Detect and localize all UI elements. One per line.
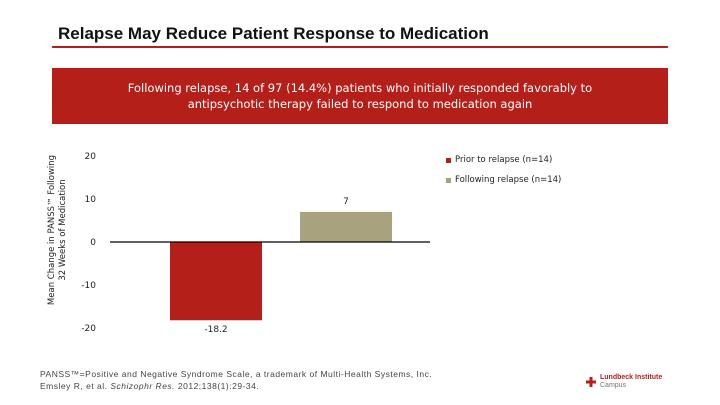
logo-sub: Campus	[600, 382, 627, 389]
y-tick-label: -10	[81, 281, 96, 291]
summary-banner: Following relapse, 14 of 97 (14.4%) pati…	[52, 68, 668, 124]
legend: Prior to relapse (n=14) Following relaps…	[446, 150, 561, 190]
legend-label-prior: Prior to relapse (n=14)	[455, 155, 553, 165]
y-tick-label: 20	[85, 152, 97, 162]
cross-logo-icon	[586, 377, 596, 387]
bar-prior-to-relapse	[170, 242, 262, 321]
data-label: 7	[343, 197, 349, 207]
y-tick-label: 0	[90, 238, 96, 248]
logo-brand: Lundbeck Institute	[600, 374, 663, 381]
slide-title: Relapse May Reduce Patient Response to M…	[58, 24, 489, 43]
data-label: -18.2	[204, 325, 227, 335]
footnote: PANSS™=Positive and Negative Syndrome Sc…	[40, 368, 432, 392]
legend-item-prior: Prior to relapse (n=14)	[446, 150, 561, 170]
legend-swatch-following	[446, 177, 451, 183]
legend-label-following: Following relapse (n=14)	[455, 175, 562, 185]
citation-journal: Schizophr Res.	[110, 381, 176, 391]
legend-swatch-prior	[446, 157, 451, 163]
banner-text: Following relapse, 14 of 97 (14.4%) pati…	[127, 81, 593, 111]
citation-details: 2012;138(1):29-34.	[175, 381, 260, 391]
y-tick-label: -20	[81, 324, 96, 334]
y-tick-label: 10	[85, 195, 97, 205]
title-divider	[52, 46, 668, 48]
bar-following-relapse	[300, 211, 392, 242]
footnote-line1: PANSS™=Positive and Negative Syndrome Sc…	[40, 369, 433, 379]
footnote-line2: Emsley R, et al. Schizophr Res. 2012;138…	[40, 380, 432, 392]
citation-authors: Emsley R, et al.	[40, 381, 111, 391]
lundbeck-logo: Lundbeck Institute Campus	[586, 374, 662, 390]
legend-item-following: Following relapse (n=14)	[446, 170, 561, 190]
